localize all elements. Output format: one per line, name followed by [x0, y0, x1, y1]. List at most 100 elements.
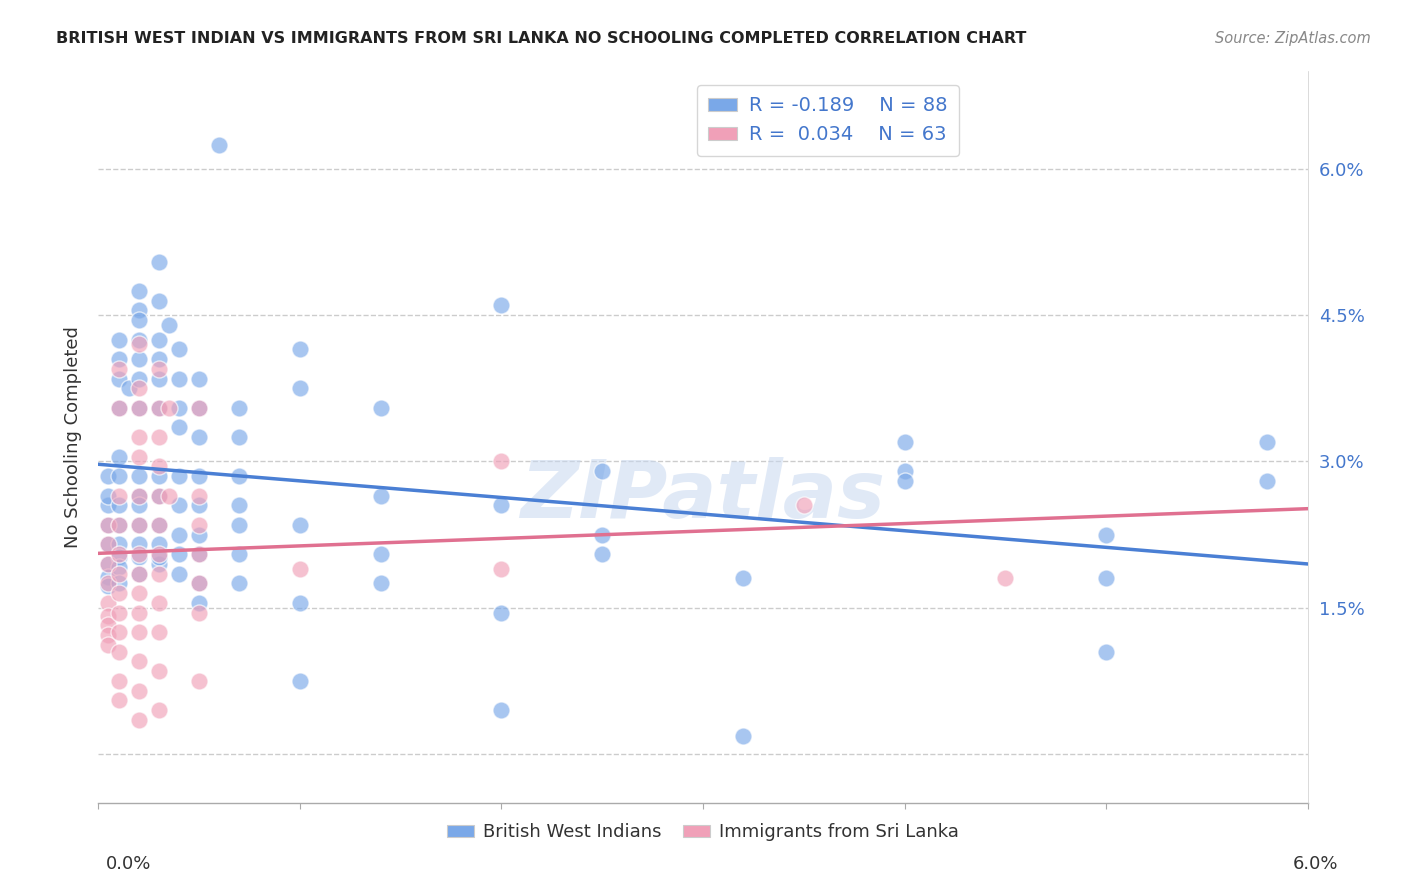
- Point: [167, 547, 190, 561]
- Point: [148, 371, 170, 385]
- Point: [188, 469, 211, 483]
- Text: ZIPatlas: ZIPatlas: [520, 457, 886, 534]
- Text: BRITISH WEST INDIAN VS IMMIGRANTS FROM SRI LANKA NO SCHOOLING COMPLETED CORRELAT: BRITISH WEST INDIAN VS IMMIGRANTS FROM S…: [56, 31, 1026, 46]
- Point: [188, 606, 211, 620]
- Point: [128, 303, 150, 318]
- Point: [188, 371, 211, 385]
- Point: [97, 596, 120, 610]
- Point: [97, 517, 120, 532]
- Point: [167, 371, 190, 385]
- Point: [97, 628, 120, 642]
- Point: [97, 618, 120, 632]
- Point: [1095, 645, 1118, 659]
- Point: [228, 430, 250, 444]
- Point: [893, 464, 915, 478]
- Point: [148, 664, 170, 678]
- Point: [167, 527, 190, 541]
- Point: [97, 537, 120, 551]
- Point: [148, 517, 170, 532]
- Point: [591, 547, 613, 561]
- Point: [148, 703, 170, 717]
- Point: [97, 537, 120, 551]
- Point: [148, 596, 170, 610]
- Point: [188, 673, 211, 688]
- Point: [148, 625, 170, 640]
- Point: [148, 352, 170, 367]
- Point: [107, 517, 129, 532]
- Point: [288, 381, 311, 395]
- Point: [97, 576, 120, 591]
- Point: [97, 608, 120, 623]
- Point: [288, 517, 311, 532]
- Point: [288, 562, 311, 576]
- Point: [107, 566, 129, 581]
- Point: [128, 489, 150, 503]
- Point: [188, 576, 211, 591]
- Point: [107, 547, 129, 561]
- Point: [128, 401, 150, 415]
- Point: [1095, 527, 1118, 541]
- Point: [128, 381, 150, 395]
- Point: [128, 566, 150, 581]
- Point: [107, 469, 129, 483]
- Point: [188, 401, 211, 415]
- Point: [148, 401, 170, 415]
- Point: [288, 596, 311, 610]
- Point: [733, 730, 755, 744]
- Point: [188, 527, 211, 541]
- Point: [228, 517, 250, 532]
- Point: [97, 579, 120, 593]
- Point: [107, 361, 129, 376]
- Point: [107, 371, 129, 385]
- Point: [491, 606, 513, 620]
- Point: [733, 572, 755, 586]
- Point: [97, 499, 120, 513]
- Point: [128, 547, 150, 561]
- Point: [148, 566, 170, 581]
- Point: [167, 343, 190, 357]
- Point: [107, 401, 129, 415]
- Point: [188, 547, 211, 561]
- Point: [994, 572, 1017, 586]
- Point: [128, 683, 150, 698]
- Point: [128, 284, 150, 298]
- Point: [370, 576, 392, 591]
- Y-axis label: No Schooling Completed: No Schooling Completed: [65, 326, 83, 548]
- Point: [128, 517, 150, 532]
- Point: [157, 401, 180, 415]
- Point: [148, 557, 170, 571]
- Point: [107, 352, 129, 367]
- Point: [128, 469, 150, 483]
- Point: [167, 401, 190, 415]
- Point: [491, 562, 513, 576]
- Point: [128, 517, 150, 532]
- Point: [97, 569, 120, 583]
- Point: [128, 654, 150, 668]
- Text: Source: ZipAtlas.com: Source: ZipAtlas.com: [1215, 31, 1371, 46]
- Point: [107, 586, 129, 600]
- Point: [370, 547, 392, 561]
- Point: [128, 625, 150, 640]
- Point: [118, 381, 141, 395]
- Point: [97, 557, 120, 571]
- Point: [157, 318, 180, 332]
- Point: [208, 137, 231, 152]
- Point: [107, 450, 129, 464]
- Point: [370, 489, 392, 503]
- Point: [188, 499, 211, 513]
- Point: [228, 576, 250, 591]
- Point: [97, 638, 120, 652]
- Point: [188, 489, 211, 503]
- Point: [107, 517, 129, 532]
- Point: [188, 517, 211, 532]
- Point: [591, 527, 613, 541]
- Point: [128, 352, 150, 367]
- Point: [128, 549, 150, 564]
- Point: [148, 430, 170, 444]
- Point: [128, 430, 150, 444]
- Point: [188, 576, 211, 591]
- Point: [97, 517, 120, 532]
- Point: [893, 474, 915, 488]
- Point: [491, 703, 513, 717]
- Point: [1256, 434, 1278, 449]
